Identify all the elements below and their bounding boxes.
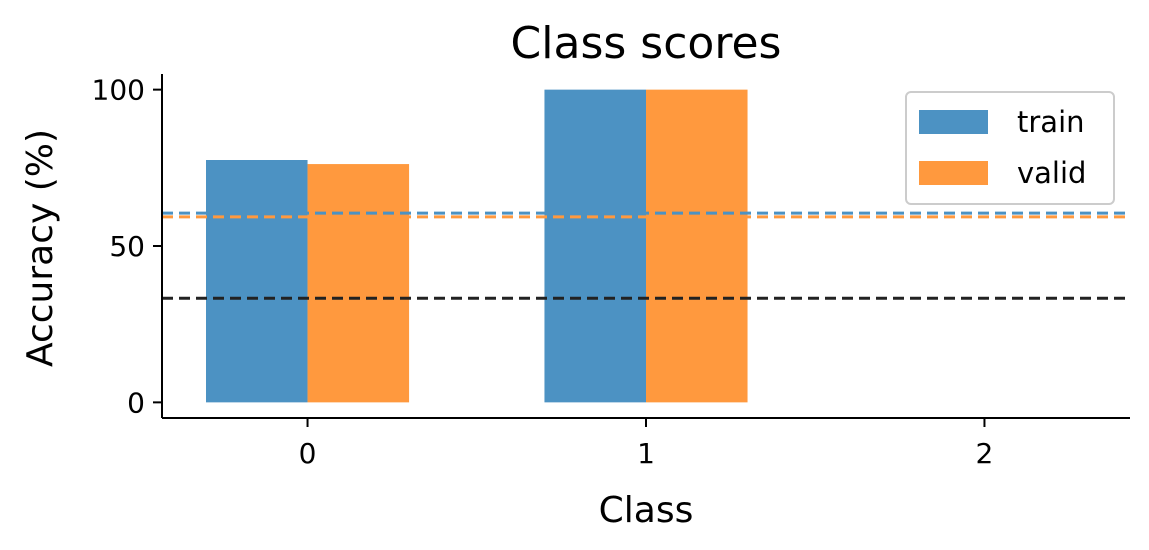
bar-valid-1	[646, 89, 748, 403]
y-tick-label-100: 100	[92, 74, 145, 107]
legend-label-valid: valid	[1017, 156, 1086, 190]
bar-train-1	[544, 89, 646, 403]
axes-layer: 0 50 100 0 1 2	[92, 74, 1130, 470]
x-tick-label-0: 0	[299, 437, 317, 470]
y-tick-label-0: 0	[127, 386, 145, 419]
y-axis-label: Accuracy (%)	[20, 129, 61, 367]
x-tick-label-2: 2	[976, 437, 994, 470]
bar-valid-0	[307, 164, 410, 403]
x-axis-label: Class	[599, 490, 694, 531]
x-tick-label-1: 1	[637, 437, 655, 470]
chart-title: Class scores	[511, 18, 782, 69]
legend-swatch-valid	[919, 161, 988, 185]
reference-lines-layer	[162, 211, 1130, 300]
y-tick-label-50: 50	[109, 230, 145, 263]
legend-swatch-train	[919, 110, 988, 134]
legend-label-train: train	[1017, 105, 1085, 139]
bar-train-0	[206, 160, 308, 403]
legend: train valid	[905, 91, 1115, 205]
bars-layer	[206, 89, 748, 403]
